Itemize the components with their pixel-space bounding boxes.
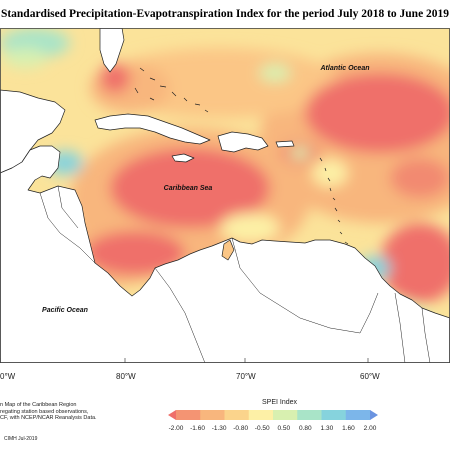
caribbean-sea-label: Caribbean Sea — [164, 185, 213, 192]
cuba-landmass — [94, 113, 211, 145]
legend-tick-label: 1.30 — [320, 425, 334, 432]
lake-maracaibo — [221, 239, 235, 261]
florida-landmass — [99, 28, 125, 73]
legend-swatch — [345, 410, 371, 420]
legend-colorbar — [168, 410, 378, 420]
legend-title: SPEI Index — [262, 399, 298, 406]
footer-line-3: CF, with NCEP/NCAR Reanalysis Data. — [0, 415, 97, 421]
lon-label-2: 80°W — [116, 372, 136, 381]
country-borders — [39, 185, 431, 363]
legend-tick-label: 0.50 — [277, 425, 291, 432]
legend-tick-label: 0.80 — [299, 425, 312, 432]
map-title: Standardised Precipitation-Evapotranspir… — [0, 8, 450, 20]
legend-arrow-low — [168, 410, 176, 420]
legend-tick-label: -0.80 — [233, 425, 249, 432]
legend-tick-label: -1.30 — [211, 425, 227, 432]
map-footer: n Map of the Caribbean Region regating s… — [0, 402, 97, 422]
legend-tick-label: -2.00 — [168, 425, 184, 432]
spei-map: Atlantic Ocean Caribbean Sea Pacific Oce… — [0, 28, 450, 363]
lon-label-1: 0°W — [0, 372, 16, 381]
jamaica-landmass — [171, 153, 195, 163]
legend-swatch — [248, 410, 274, 420]
small-islands — [134, 67, 349, 245]
legend-swatch — [176, 410, 201, 420]
hispaniola-landmass — [217, 131, 269, 153]
legend-swatch — [224, 410, 250, 420]
legend-swatch — [321, 410, 347, 420]
legend-arrow-high — [370, 410, 378, 420]
spei-anomaly-fields — [0, 28, 450, 358]
footer-line-1: n Map of the Caribbean Region — [0, 402, 77, 408]
atlantic-ocean-label: Atlantic Ocean — [319, 65, 369, 72]
legend-swatch — [297, 410, 322, 420]
legend-tick-label: 2.00 — [363, 425, 377, 432]
lon-label-4: 60°W — [360, 372, 380, 381]
footer-line-2: regating station based observations, — [0, 408, 89, 415]
puerto-rico-landmass — [275, 140, 295, 148]
legend-tick-label: 1.60 — [342, 425, 355, 432]
pacific-ocean-label: Pacific Ocean — [42, 307, 88, 314]
lon-label-3: 70°W — [236, 372, 256, 381]
legend-swatch — [200, 410, 225, 420]
legend-tick-label: -1.60 — [190, 425, 205, 432]
legend-ticks: -2.00 -1.60 -1.30 -0.80 -0.50 0.50 0.80 1.30 1.6… — [168, 425, 378, 435]
legend-tick-label: -0.50 — [254, 425, 270, 432]
footer-date: CIMH Jul-2019 — [4, 436, 38, 442]
legend-swatch — [273, 410, 298, 420]
